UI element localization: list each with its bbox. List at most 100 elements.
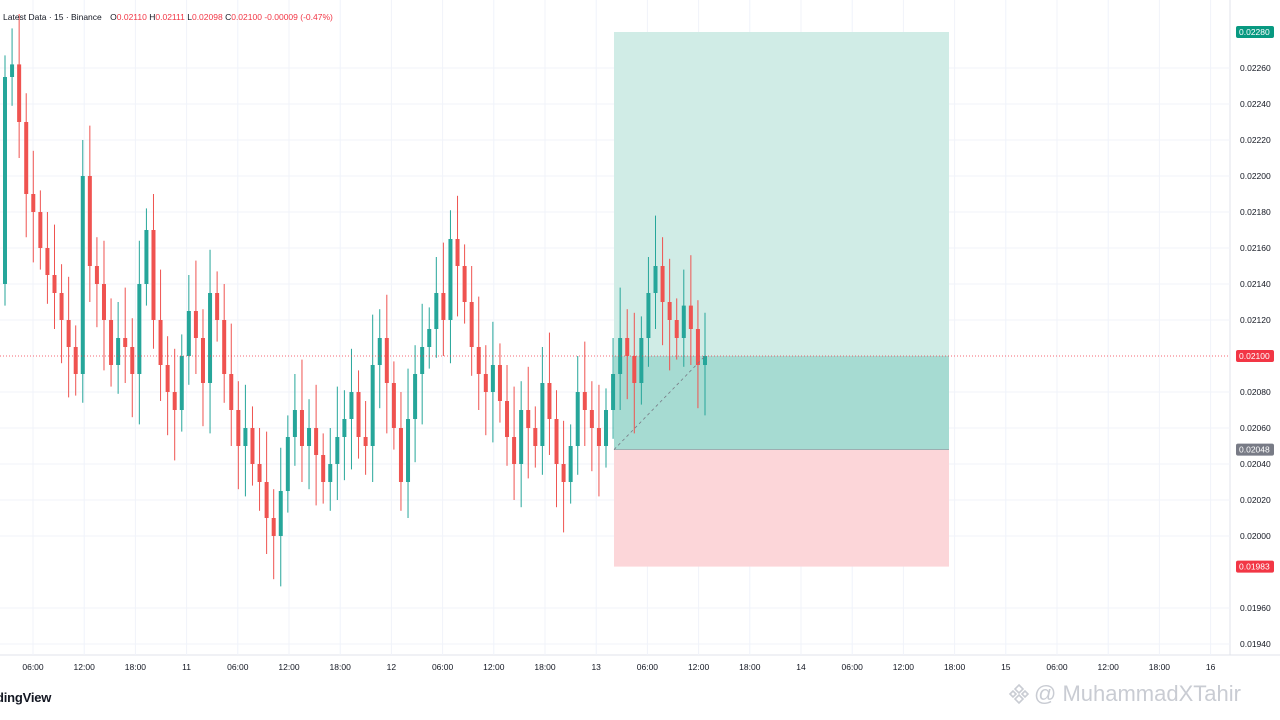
chart-overlay	[0, 355, 1230, 450]
target-price-badge: 0.02280	[1239, 27, 1270, 37]
candle-body	[158, 320, 163, 365]
price-tick-label: 0.02020	[1240, 495, 1271, 505]
candle-body	[391, 383, 396, 428]
candle-body	[137, 284, 142, 374]
candle-body	[10, 64, 15, 77]
time-tick-label: 12:00	[1098, 662, 1120, 672]
candle-body	[144, 230, 149, 284]
candle-body	[377, 338, 382, 365]
candle-body	[497, 365, 502, 401]
candle-body	[208, 293, 213, 383]
candle-body	[625, 338, 630, 356]
candle-body	[45, 248, 50, 275]
watermark: @ MuhammadXTahir	[1008, 681, 1241, 707]
candle-body	[653, 266, 658, 293]
candle-body	[639, 338, 644, 383]
candle-body	[328, 464, 333, 482]
current-price-badge: 0.02100	[1239, 351, 1270, 361]
candle-body	[264, 482, 269, 518]
candle-body	[420, 347, 425, 374]
long-position-tool[interactable]	[614, 32, 949, 567]
candle-body	[688, 305, 693, 329]
price-tick-label: 0.02000	[1240, 531, 1271, 541]
entry-price-badge-bg	[1236, 443, 1274, 456]
candle-body	[222, 320, 227, 374]
candle-body	[448, 239, 453, 320]
tradingview-logo[interactable]: dingView	[0, 690, 52, 705]
candle-body	[695, 329, 700, 365]
price-tick-label: 0.02060	[1240, 423, 1271, 433]
candle-body	[59, 293, 64, 320]
time-tick-label: 06:00	[637, 662, 659, 672]
price-tick-label: 0.02080	[1240, 387, 1271, 397]
candle-body	[236, 410, 241, 446]
legend-low-label: L	[187, 12, 192, 22]
time-axis[interactable]: 06:00 12:00 18:00 11 06:00 12:00 18:00 12 06:00 1…	[22, 662, 1215, 672]
legend-high-value: 0.02111	[155, 12, 185, 22]
candle-body	[356, 392, 361, 437]
candle-body	[87, 176, 92, 266]
candle-body	[589, 410, 594, 428]
candle-body	[512, 437, 517, 464]
candle-body	[681, 305, 686, 338]
candle-body	[547, 383, 552, 419]
candle-body	[292, 410, 297, 437]
candle-body	[406, 419, 411, 482]
candle-body	[674, 320, 679, 338]
candle-body	[611, 374, 616, 410]
candle-body	[165, 365, 170, 392]
time-tick-label: 06:00	[1046, 662, 1068, 672]
candle-body	[335, 437, 340, 464]
candle-body	[519, 410, 524, 464]
time-tick-label: 12	[387, 662, 397, 672]
candle-body	[250, 428, 255, 464]
time-tick-label: 16	[1206, 662, 1216, 672]
price-tick-label: 0.02160	[1240, 243, 1271, 253]
legend-low-value: 0.02098	[191, 12, 223, 22]
price-tick-label: 0.02140	[1240, 279, 1271, 289]
time-tick-label: 14	[796, 662, 806, 672]
candle-body	[646, 293, 651, 338]
candle-body	[151, 230, 156, 320]
candle-body	[123, 338, 128, 347]
time-tick-label: 18:00	[1149, 662, 1171, 672]
legend-high-label: H	[149, 12, 156, 22]
time-tick-label: 12:00	[74, 662, 96, 672]
time-tick-label: 06:00	[22, 662, 44, 672]
candle-body	[363, 437, 368, 446]
time-tick-label: 18:00	[534, 662, 556, 672]
entry-price-badge: 0.02048	[1239, 445, 1270, 455]
legend-change: -0.00009 (-0.47%)	[264, 12, 333, 22]
candle-body	[186, 311, 191, 356]
price-tick-label: 0.02220	[1240, 135, 1271, 145]
price-axis[interactable]: 0.02260 0.02240 0.02220 0.02200 0.02180 0.021…	[1236, 26, 1274, 649]
candle-body	[179, 356, 184, 410]
candle-body	[370, 365, 375, 446]
candle-body	[462, 266, 467, 302]
time-tick-label: 11	[182, 662, 191, 672]
price-tick-label: 0.01960	[1240, 603, 1271, 613]
legend-close-label: C	[225, 12, 232, 22]
candle-body	[455, 239, 460, 266]
candle-body	[604, 410, 609, 446]
price-tick-label: 0.02200	[1240, 171, 1271, 181]
candle-body	[278, 491, 283, 536]
time-tick-label: 18:00	[739, 662, 761, 672]
candle-body	[342, 419, 347, 437]
price-tick-label: 0.02260	[1240, 63, 1271, 73]
candle-body	[483, 374, 488, 392]
candle-body	[533, 428, 538, 446]
candle-body	[667, 302, 672, 320]
candle-body	[476, 347, 481, 374]
candle-body	[427, 329, 432, 347]
candle-body	[52, 275, 57, 293]
time-tick-label: 13	[591, 662, 601, 672]
candle-body	[434, 293, 439, 329]
legend-source: Latest Data · 15 · Binance	[3, 12, 102, 22]
time-tick-label: 12:00	[483, 662, 505, 672]
candle-body	[109, 320, 114, 365]
candle-body	[73, 347, 78, 374]
price-tick-label: 0.02240	[1240, 99, 1271, 109]
stop-price-badge: 0.01983	[1239, 562, 1270, 572]
